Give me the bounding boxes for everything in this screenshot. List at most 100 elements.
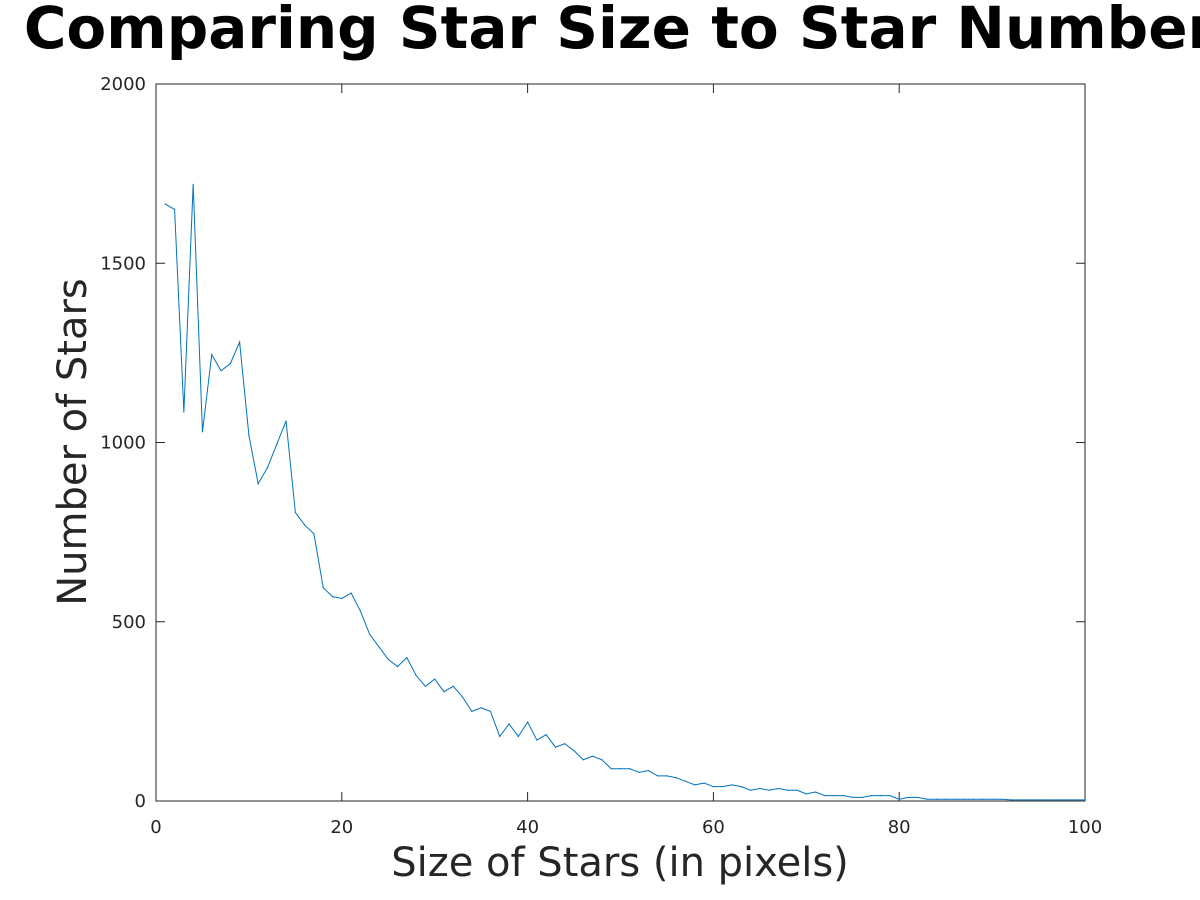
data-point [164, 203, 166, 205]
y-tick-label: 500 [112, 612, 146, 633]
data-point [805, 793, 807, 795]
data-point [814, 791, 817, 793]
data-point [963, 798, 965, 800]
data-point [378, 646, 380, 648]
data-point [1075, 799, 1077, 801]
x-tick-label: 60 [702, 817, 725, 838]
series-line [165, 184, 1085, 801]
data-point [173, 208, 176, 211]
data-point [629, 768, 631, 770]
x-axis-ticks: 0 20 40 60 80 100 [150, 84, 1102, 838]
data-point [759, 787, 761, 790]
data-point [675, 777, 677, 779]
y-axis-ticks: 0 500 1000 1500 2000 [100, 74, 1085, 812]
data-point [248, 434, 250, 436]
data-point [1084, 799, 1086, 801]
data-point [749, 789, 752, 791]
data-point [527, 721, 529, 723]
data-point [257, 483, 259, 485]
data-point [694, 784, 696, 786]
data-point [359, 610, 361, 612]
data-point [852, 796, 854, 799]
data-point [991, 798, 993, 800]
data-point [768, 789, 770, 791]
x-tick-label: 80 [888, 817, 911, 838]
x-tick-label: 0 [150, 817, 161, 838]
data-point [777, 787, 780, 790]
plot-area [155, 83, 1086, 802]
data-point [712, 786, 715, 788]
data-point [861, 796, 863, 799]
series-points [164, 183, 1086, 801]
data-point [1047, 799, 1049, 801]
data-point [480, 707, 482, 709]
y-tick-label: 1500 [100, 253, 146, 274]
data-point [434, 678, 436, 680]
data-point [1000, 798, 1002, 800]
data-point [972, 798, 975, 800]
data-point [536, 739, 538, 741]
x-tick-label: 20 [330, 817, 353, 838]
data-point [796, 789, 798, 791]
data-point [443, 691, 445, 693]
data-point [331, 596, 334, 598]
data-point [489, 710, 492, 712]
data-point [945, 798, 947, 800]
data-point [508, 723, 510, 725]
data-point [870, 795, 872, 797]
data-point [183, 411, 185, 413]
data-point [350, 592, 352, 594]
y-tick-label: 1000 [100, 433, 146, 454]
data-point [220, 370, 222, 372]
data-point [1028, 799, 1030, 801]
data-point [294, 511, 296, 514]
data-point [907, 796, 910, 799]
data-point [406, 657, 408, 659]
y-axis-title: Number of Stars [50, 278, 96, 606]
data-point [982, 798, 984, 800]
data-point [499, 735, 501, 738]
data-point [396, 665, 399, 668]
data-point [211, 354, 213, 356]
data-point [276, 443, 278, 445]
data-point [1056, 799, 1058, 801]
data-point [1010, 799, 1012, 801]
data-point [461, 696, 464, 698]
data-point [452, 685, 454, 687]
x-axis-title: Size of Stars (in pixels) [391, 840, 849, 886]
data-point [898, 798, 900, 800]
data-point [647, 769, 649, 772]
data-point [740, 786, 742, 788]
data-point [722, 786, 724, 788]
data-point [192, 183, 194, 185]
data-point [564, 743, 566, 745]
data-point [833, 795, 835, 797]
y-tick-label: 2000 [100, 74, 146, 95]
data-point [239, 341, 241, 343]
data-point [554, 746, 557, 748]
data-point [387, 658, 389, 660]
data-point [684, 780, 687, 782]
data-point [657, 775, 659, 777]
data-point [731, 784, 733, 786]
data-point [415, 674, 417, 677]
data-point [935, 798, 937, 800]
data-point [1065, 799, 1068, 801]
data-point [201, 431, 204, 433]
data-point [824, 795, 826, 797]
data-point [1037, 799, 1040, 801]
data-point [880, 795, 882, 797]
data-point [610, 768, 612, 770]
data-point [787, 789, 789, 791]
data-point [889, 795, 891, 797]
data-point [285, 420, 287, 422]
data-point [424, 685, 427, 687]
data-point [619, 768, 622, 770]
data-point [601, 759, 603, 761]
data-point [545, 734, 547, 736]
data-point [842, 795, 845, 797]
x-tick-label: 100 [1068, 817, 1102, 838]
data-point [582, 759, 584, 761]
data-point [573, 750, 575, 752]
data-point [917, 796, 919, 799]
